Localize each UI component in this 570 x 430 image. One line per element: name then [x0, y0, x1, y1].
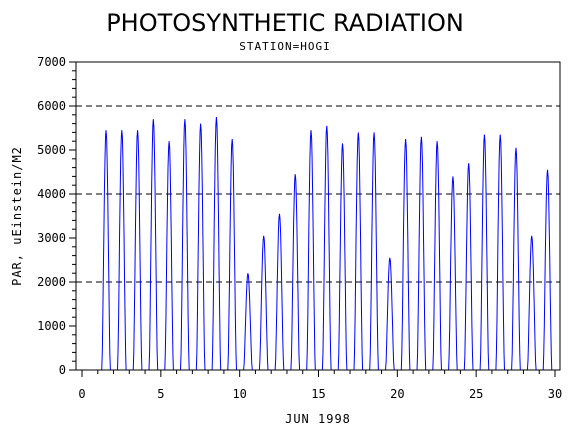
data-series — [96, 116, 554, 371]
y-tick-label: 2000 — [37, 275, 66, 289]
x-tick-label: 15 — [311, 387, 325, 401]
x-tick-label: 20 — [390, 387, 404, 401]
y-tick-label: 6000 — [37, 99, 66, 113]
y-tick-label: 1000 — [37, 319, 66, 333]
y-axis: 0 1000 2000 3000 4000 5000 6000 7000 — [37, 55, 76, 377]
x-tick-label: 10 — [232, 387, 246, 401]
par-series-line — [96, 116, 554, 371]
y-tick-label: 7000 — [37, 55, 66, 69]
y-axis-label: PAR, uEinstein/M2 — [10, 146, 24, 286]
x-axis: 0 5 10 15 20 25 30 — [78, 370, 562, 401]
x-tick-label: 25 — [469, 387, 483, 401]
chart-subtitle: STATION=HOGI — [239, 40, 330, 53]
x-tick-label: 5 — [157, 387, 164, 401]
x-axis-label: JUN 1998 — [285, 412, 351, 426]
x-tick-label: 30 — [548, 387, 562, 401]
y-tick-label: 5000 — [37, 143, 66, 157]
x-tick-label: 0 — [78, 387, 85, 401]
y-tick-label: 0 — [59, 363, 66, 377]
y-tick-label: 4000 — [37, 187, 66, 201]
chart-title: PHOTOSYNTHETIC RADIATION — [106, 9, 464, 37]
y-tick-label: 3000 — [37, 231, 66, 245]
reference-lines — [76, 105, 560, 283]
